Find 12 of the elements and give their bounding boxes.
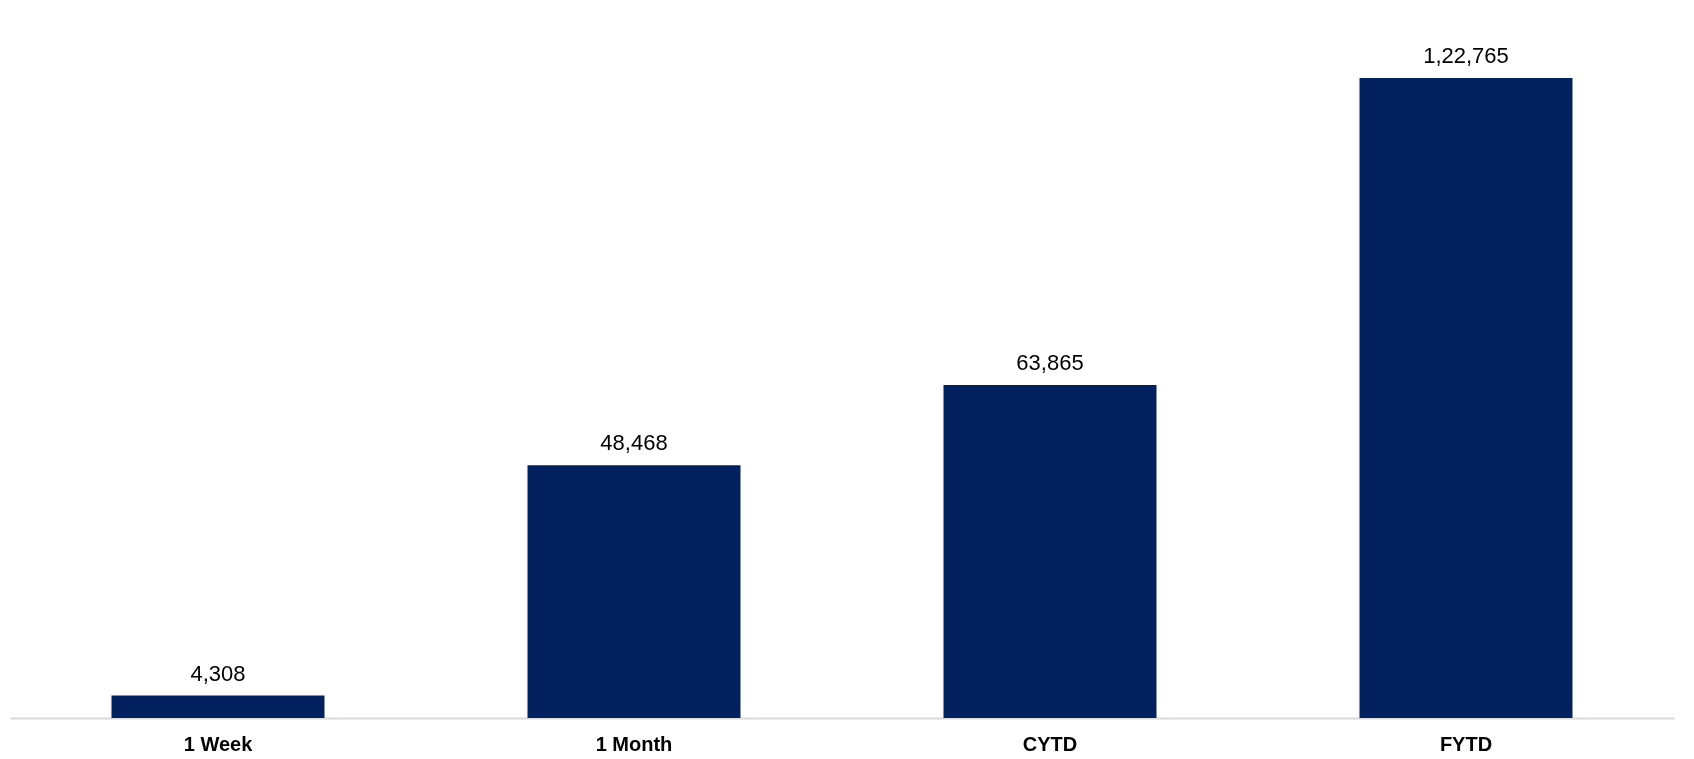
bar xyxy=(527,465,741,718)
data-label: 48,468 xyxy=(600,430,668,456)
x-tick-label: CYTD xyxy=(1022,732,1078,755)
data-label: 1,22,765 xyxy=(1423,43,1509,68)
x-tick-label: 1 Month xyxy=(595,732,673,755)
bar xyxy=(1359,78,1573,718)
bar xyxy=(943,385,1157,718)
data-label: 63,865 xyxy=(1016,350,1084,376)
bar xyxy=(111,695,325,718)
data-label: 4,308 xyxy=(190,660,246,686)
x-tick-label: 1 Week xyxy=(183,732,254,755)
x-tick-label: FYTD xyxy=(1439,732,1493,755)
